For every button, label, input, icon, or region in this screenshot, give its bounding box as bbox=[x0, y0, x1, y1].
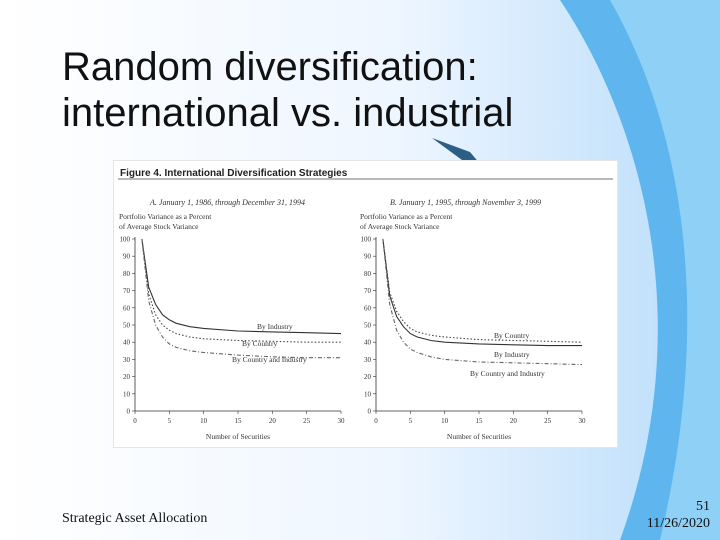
x-tick-label: 20 bbox=[269, 417, 277, 425]
series-line bbox=[141, 238, 342, 335]
series-line bbox=[382, 238, 583, 343]
series-label: By Country and Industry bbox=[232, 355, 307, 364]
y-tick-label: 60 bbox=[364, 304, 372, 312]
x-tick-label: 15 bbox=[476, 417, 484, 425]
y-tick-label: 60 bbox=[123, 304, 131, 312]
x-tick-label: 0 bbox=[374, 417, 378, 425]
y-tick-label: 90 bbox=[364, 253, 372, 261]
y-axis-label: of Average Stock Variance bbox=[119, 222, 199, 231]
x-tick-label: 10 bbox=[441, 417, 449, 425]
page-number: 51 bbox=[696, 499, 710, 514]
blue-swoosh-highlight bbox=[610, 0, 720, 540]
panel-title: B. January 1, 1995, through November 3, … bbox=[390, 198, 541, 207]
footer-meta: 51 11/26/2020 bbox=[647, 498, 710, 532]
x-tick-label: 5 bbox=[409, 417, 413, 425]
series-label: By Industry bbox=[494, 350, 530, 359]
y-axis-label: of Average Stock Variance bbox=[360, 222, 440, 231]
x-tick-label: 15 bbox=[235, 417, 243, 425]
y-tick-label: 10 bbox=[364, 390, 372, 398]
figure-image: Figure 4. International Diversification … bbox=[113, 160, 618, 448]
y-tick-label: 10 bbox=[123, 390, 131, 398]
y-tick-label: 70 bbox=[123, 287, 131, 295]
y-tick-label: 80 bbox=[123, 270, 131, 278]
x-tick-label: 30 bbox=[338, 417, 346, 425]
x-tick-label: 5 bbox=[168, 417, 172, 425]
series-label: By Country and Industry bbox=[470, 369, 545, 378]
y-tick-label: 90 bbox=[123, 253, 131, 261]
series-line bbox=[382, 238, 582, 347]
y-tick-label: 30 bbox=[123, 356, 131, 364]
series-line bbox=[141, 238, 341, 343]
y-tick-label: 30 bbox=[364, 356, 372, 364]
y-tick-label: 0 bbox=[127, 408, 131, 416]
y-tick-label: 20 bbox=[364, 373, 372, 381]
slide-title-line-1: Random diversification: bbox=[62, 45, 478, 89]
y-tick-label: 100 bbox=[361, 236, 372, 244]
y-tick-label: 0 bbox=[368, 408, 372, 416]
y-tick-label: 40 bbox=[123, 339, 131, 347]
footer-course-title: Strategic Asset Allocation bbox=[62, 511, 208, 526]
y-tick-label: 70 bbox=[364, 287, 372, 295]
x-tick-label: 25 bbox=[544, 417, 552, 425]
y-axis-label: Portfolio Variance as a Percent bbox=[119, 212, 212, 221]
x-axis-label: Number of Securities bbox=[447, 432, 511, 441]
series-line bbox=[382, 238, 583, 366]
x-tick-label: 20 bbox=[510, 417, 518, 425]
figure-chart-svg: Figure 4. International Diversification … bbox=[118, 168, 613, 441]
y-tick-label: 50 bbox=[123, 322, 131, 330]
x-tick-label: 0 bbox=[133, 417, 137, 425]
y-tick-label: 100 bbox=[120, 236, 131, 244]
y-axis-label: Portfolio Variance as a Percent bbox=[360, 212, 453, 221]
slide-date: 11/26/2020 bbox=[646, 516, 710, 531]
series-label: By Industry bbox=[257, 322, 293, 331]
y-tick-label: 40 bbox=[364, 339, 372, 347]
y-tick-label: 80 bbox=[364, 270, 372, 278]
slide-title: Random diversification: international vs… bbox=[62, 44, 622, 136]
x-axis-label: Number of Securities bbox=[206, 432, 270, 441]
y-tick-label: 50 bbox=[364, 322, 372, 330]
x-tick-label: 30 bbox=[579, 417, 587, 425]
panel-title: A. January 1, 1986, through December 31,… bbox=[149, 198, 305, 207]
figure-caption: Figure 4. International Diversification … bbox=[120, 168, 348, 179]
y-tick-label: 20 bbox=[123, 373, 131, 381]
series-label: By Country bbox=[494, 331, 529, 340]
series-line bbox=[141, 238, 341, 359]
x-tick-label: 25 bbox=[303, 417, 311, 425]
slide-title-line-2: international vs. industrial bbox=[62, 91, 514, 135]
series-label: By Country bbox=[242, 339, 277, 348]
x-tick-label: 10 bbox=[200, 417, 208, 425]
